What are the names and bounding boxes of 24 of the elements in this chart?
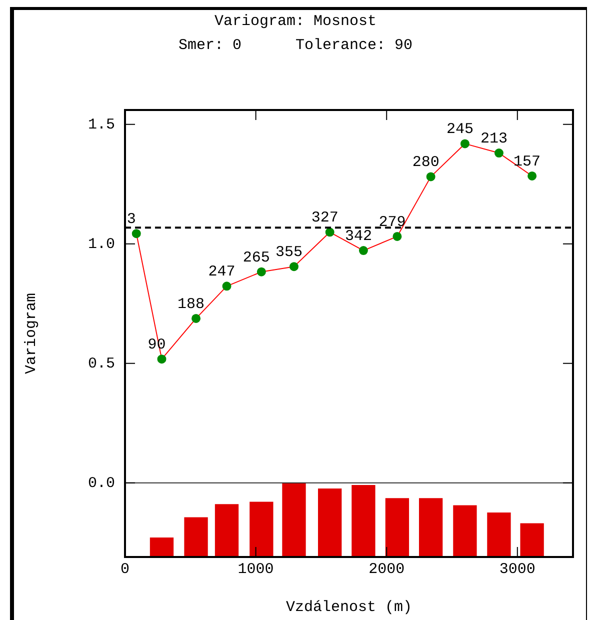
annotation: 342 <box>344 228 372 246</box>
annotation: 213 <box>480 130 508 148</box>
annotation: 245 <box>446 121 474 138</box>
y-tick-label: 1.0 <box>88 236 115 253</box>
chart-title: Variogram: Mosnost <box>214 12 377 30</box>
x-tick-label: 2000 <box>368 560 405 578</box>
chart-subtitle: Smer: 0 Tolerance: 90 <box>178 36 413 54</box>
x-tick-label: 0 <box>120 560 130 578</box>
annotation: 265 <box>242 249 270 266</box>
x-tick-label: 3000 <box>499 560 536 578</box>
y-axis-title: Variogram <box>22 292 40 374</box>
annotation: 280 <box>412 154 440 172</box>
annotation: 3 <box>126 211 136 228</box>
annotation: 279 <box>378 214 406 231</box>
annotation: 327 <box>311 210 338 227</box>
y-tick-label: 1.5 <box>88 116 115 134</box>
y-tick-label: 0.5 <box>88 355 115 372</box>
annotation: 157 <box>514 153 541 170</box>
annotation: 355 <box>275 244 303 262</box>
annotation: 188 <box>178 296 205 313</box>
y-tick-label: 0.0 <box>88 474 115 492</box>
annotation: 247 <box>208 264 236 281</box>
x-axis-title: Vzdálenost (m) <box>286 598 412 616</box>
x-tick-label: 1000 <box>238 560 274 578</box>
